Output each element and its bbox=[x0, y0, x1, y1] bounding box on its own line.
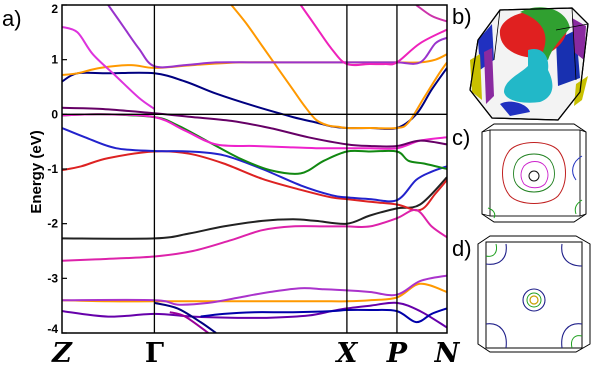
surface-cyan bbox=[504, 48, 553, 103]
band-line-12 bbox=[299, 5, 447, 67]
bz-section-d-outer bbox=[477, 235, 591, 353]
band-line-9 bbox=[230, 5, 447, 130]
bz-edge-1 bbox=[493, 9, 501, 61]
band-line-5 bbox=[62, 113, 447, 150]
contour-green-c bbox=[513, 153, 555, 193]
bz-c-corner2 bbox=[579, 129, 587, 133]
corner-arc-d-bl bbox=[485, 323, 507, 349]
kpoint-lines bbox=[153, 5, 398, 333]
fermi-section-c bbox=[481, 123, 587, 223]
band-line-4 bbox=[62, 113, 447, 175]
contour-red-c bbox=[502, 142, 566, 204]
panel-label-b: b) bbox=[452, 4, 472, 29]
corner-arc-d-tl bbox=[485, 243, 507, 265]
panel-label-c: c) bbox=[452, 125, 470, 150]
corner-arc-d-br bbox=[561, 323, 583, 349]
kpoint-label-5: N bbox=[434, 338, 461, 369]
contour-d-mid bbox=[526, 292, 542, 308]
corner-arc-d-br-green bbox=[571, 335, 583, 349]
bz-edge-3 bbox=[555, 23, 589, 31]
band-line-19 bbox=[200, 307, 447, 324]
y-tick-label-1: 2 bbox=[51, 2, 58, 16]
surface-yellow-right bbox=[574, 76, 588, 106]
band-line-20 bbox=[169, 311, 209, 333]
bz-section-d-inner bbox=[485, 241, 583, 349]
contour-d-outer bbox=[522, 288, 546, 312]
panel-label-d: d) bbox=[452, 236, 472, 261]
band-line-6 bbox=[62, 106, 447, 148]
bz-c-corner4 bbox=[579, 213, 587, 217]
plot-frame bbox=[61, 4, 448, 334]
kpoint-label-4: P bbox=[386, 338, 408, 369]
bz-section-c-inner bbox=[489, 129, 581, 217]
fermi-section-d bbox=[477, 235, 591, 353]
surface-yellow-left bbox=[470, 54, 482, 100]
bz-edge-2 bbox=[571, 7, 577, 81]
band-line-18 bbox=[154, 301, 217, 333]
fermi-surface-3d bbox=[469, 7, 589, 121]
panel-label-a: a) bbox=[2, 6, 22, 31]
contour-inner-c bbox=[528, 170, 540, 182]
corner-arc-d-tr bbox=[561, 243, 583, 267]
band-line-1 bbox=[62, 176, 447, 240]
surface-purple-left bbox=[484, 48, 494, 104]
band-line-10 bbox=[62, 25, 155, 110]
band-line-11 bbox=[107, 5, 447, 69]
band-lines bbox=[62, 5, 447, 333]
y-ticks: 2 1 0 -1 -2 -3 -4 bbox=[47, 2, 67, 336]
y-tick-label-7: -4 bbox=[47, 322, 58, 336]
kpoint-label-3: X bbox=[334, 338, 358, 369]
y-tick-label-2: 1 bbox=[51, 53, 58, 67]
contour-d-inner bbox=[529, 295, 539, 305]
y-tick-label-5: -2 bbox=[47, 217, 58, 231]
band-line-17 bbox=[62, 301, 447, 329]
bz-c-corner3 bbox=[481, 213, 491, 217]
band-line-14 bbox=[62, 208, 447, 262]
band-line-13 bbox=[415, 5, 447, 23]
bz-c-corner1 bbox=[481, 129, 491, 133]
band-line-7 bbox=[62, 67, 447, 131]
corner-arc-c2 bbox=[574, 199, 583, 215]
contour-magenta-c bbox=[520, 161, 549, 189]
y-axis-label: Energy (eV) bbox=[28, 130, 45, 213]
y-tick-label-3: 0 bbox=[51, 107, 58, 121]
surface-blue-bottom bbox=[500, 101, 530, 116]
y-tick-label-4: -1 bbox=[47, 162, 58, 176]
corner-arc-c1 bbox=[572, 155, 583, 181]
corner-arc-c3 bbox=[487, 207, 496, 219]
kpoint-label-1: Z bbox=[51, 338, 73, 369]
kpoint-label-2: Γ bbox=[145, 338, 164, 369]
bz-section-c-outer bbox=[481, 123, 587, 223]
y-tick-label-6: -3 bbox=[47, 271, 58, 285]
band-line-15 bbox=[62, 282, 447, 303]
corner-arc-d-tl-green bbox=[485, 243, 497, 257]
bz-box-edges bbox=[469, 7, 589, 121]
surface-green bbox=[520, 7, 570, 61]
surface-purple-right bbox=[572, 18, 586, 60]
band-line-3 bbox=[62, 127, 447, 203]
